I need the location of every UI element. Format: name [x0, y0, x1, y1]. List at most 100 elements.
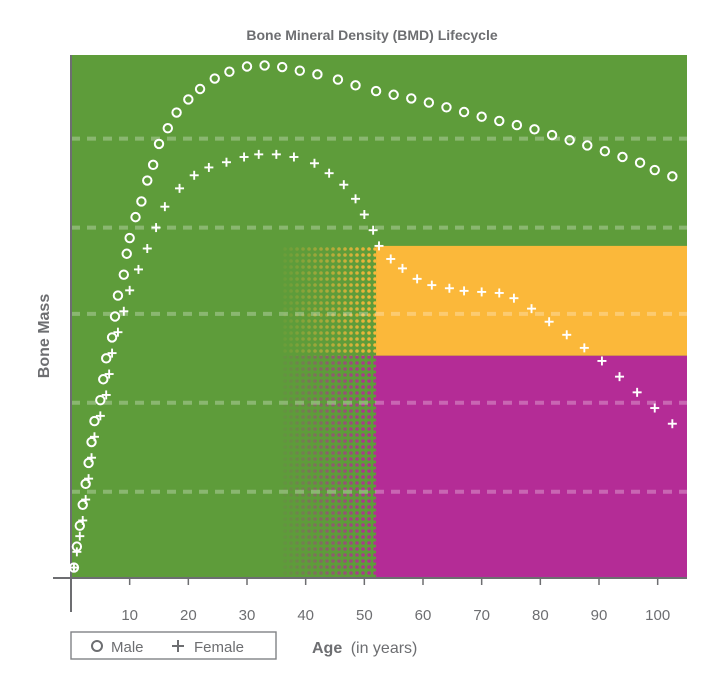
male-point [350, 80, 361, 91]
female-point [87, 453, 97, 463]
male-point [370, 85, 382, 97]
male-point [194, 83, 206, 95]
male-point [564, 135, 575, 146]
legend-male-label: Male [111, 639, 144, 656]
male-point [80, 478, 91, 490]
female-point [412, 274, 422, 284]
male-point [224, 66, 235, 77]
x-tick-label: 30 [239, 607, 256, 624]
male-point [494, 115, 505, 127]
male-point [277, 61, 288, 73]
female-point [221, 157, 231, 167]
male-point [667, 171, 678, 182]
female-point [239, 152, 249, 162]
male-point [130, 211, 141, 223]
female-point [562, 330, 572, 340]
x-axis-label-main: Age [312, 640, 342, 657]
male-point [312, 69, 323, 80]
female-point [204, 162, 214, 172]
female-point [78, 515, 88, 525]
female-point [89, 432, 99, 442]
female-point [397, 263, 407, 273]
female-point [69, 563, 79, 573]
x-tick-label: 100 [645, 607, 670, 624]
male-point [241, 61, 253, 72]
female-point [615, 372, 625, 382]
female-point [72, 547, 82, 557]
male-point [458, 106, 470, 118]
zone-osteopenia [376, 245, 687, 356]
female-point [444, 283, 454, 293]
zone-osteoporosis [376, 355, 687, 578]
series-layer [68, 60, 678, 573]
legend: Male Female [70, 631, 277, 660]
male-point [441, 102, 452, 113]
female-point [509, 293, 519, 303]
female-point [374, 241, 384, 251]
x-tick-label: 90 [591, 607, 608, 624]
female-point [494, 288, 504, 298]
male-point [98, 374, 109, 385]
male-point [259, 60, 270, 71]
x-axis-label: Age (in years) [312, 640, 417, 657]
male-point [147, 159, 159, 171]
male-point [77, 499, 88, 510]
male-point [649, 164, 660, 176]
female-point [81, 495, 91, 505]
male-point [294, 65, 305, 76]
female-point [597, 356, 607, 366]
female-point [189, 170, 199, 180]
female-point [427, 280, 437, 290]
male-point [74, 520, 86, 531]
male-point [86, 436, 97, 448]
legend-female-label: Female [194, 639, 244, 656]
male-point [89, 415, 100, 427]
female-point [84, 474, 94, 484]
male-point [121, 248, 132, 259]
male-point [529, 124, 540, 135]
female-point [133, 264, 143, 274]
x-axis-label-suffix: (in years) [351, 640, 418, 657]
male-point [634, 157, 646, 168]
male-point [476, 111, 487, 122]
male-point [112, 290, 124, 301]
female-point [386, 254, 396, 264]
male-point [388, 89, 399, 100]
female-point [667, 419, 677, 429]
x-tick-label: 70 [473, 607, 490, 624]
x-tick-label: 10 [121, 607, 138, 624]
female-point [359, 210, 369, 220]
female-point [75, 531, 85, 541]
female-point [459, 286, 469, 296]
female-point [175, 183, 185, 193]
x-tick-label: 20 [180, 607, 197, 624]
male-point [171, 107, 182, 118]
female-point [324, 168, 334, 178]
female-point [104, 369, 114, 379]
female-point [650, 403, 660, 413]
male-point [406, 93, 417, 104]
x-tick-label: 40 [297, 607, 314, 624]
male-point [124, 232, 135, 244]
female-point [477, 287, 487, 297]
male-point [599, 146, 611, 157]
female-point [309, 158, 319, 168]
female-point [113, 327, 123, 337]
x-tick-label: 50 [356, 607, 373, 624]
male-point [142, 175, 153, 186]
male-point [617, 151, 628, 163]
male-point [118, 269, 130, 280]
zones-layer [71, 55, 687, 578]
female-point [339, 180, 349, 190]
female-point [368, 225, 378, 235]
female-point [527, 304, 537, 314]
female-point [142, 244, 152, 254]
female-point [579, 343, 589, 353]
female-point [101, 390, 111, 400]
male-point [511, 119, 523, 131]
male-point [546, 129, 558, 141]
grid-lines [71, 136, 687, 494]
male-point [95, 394, 106, 406]
female-point [271, 149, 281, 159]
